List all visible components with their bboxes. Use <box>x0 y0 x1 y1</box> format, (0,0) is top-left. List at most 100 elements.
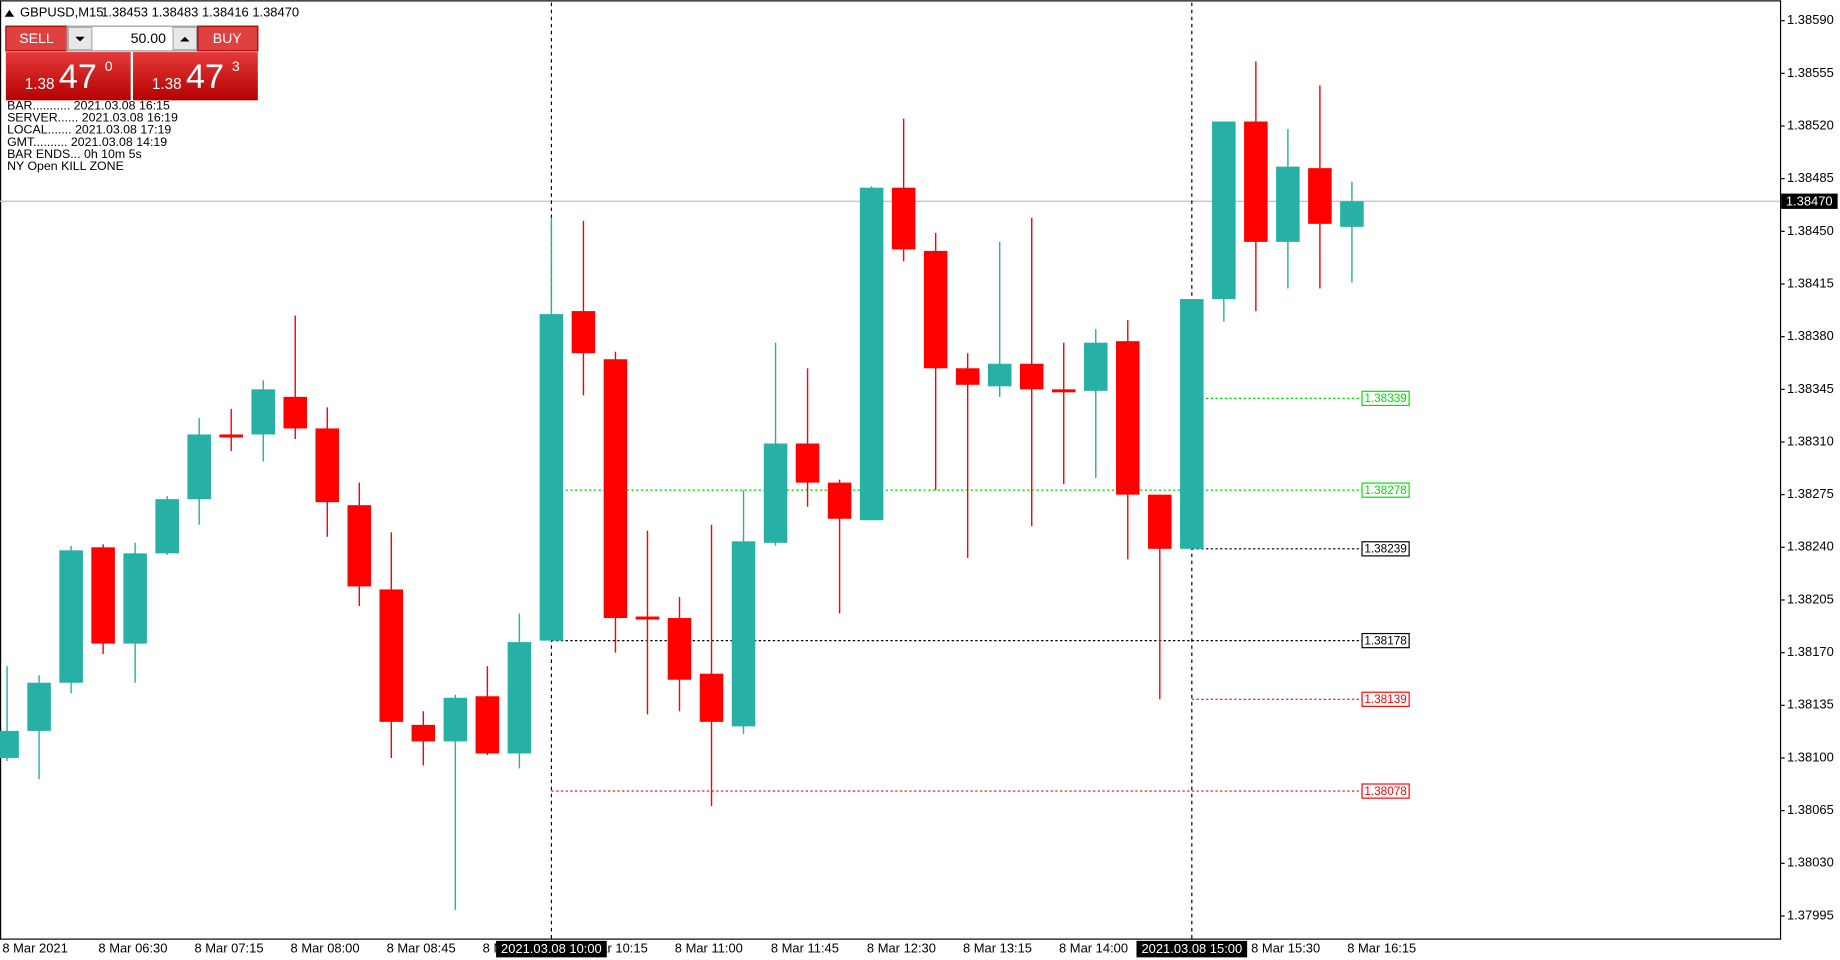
ask-box[interactable] <box>133 52 258 101</box>
level-label: 1.38078 <box>1364 785 1407 798</box>
level-label: 1.38239 <box>1364 543 1407 556</box>
lot-up-icon <box>180 36 190 42</box>
candle-body <box>411 724 436 742</box>
candle-body <box>1019 363 1044 390</box>
info-panel: BAR........... 2021.03.08 16:15SERVER...… <box>7 98 178 173</box>
bid-box[interactable] <box>5 52 131 101</box>
level-label-box <box>1361 482 1410 498</box>
session-label-box <box>496 940 607 958</box>
session-label: 2021.03.08 15:00 <box>1141 941 1242 956</box>
y-tick-label: 1.38170 <box>1787 644 1834 659</box>
quote: 1.38453 1.38483 1.38416 1.38470 <box>101 5 299 20</box>
level-label-box <box>1361 632 1410 649</box>
level-label-box <box>1361 691 1410 707</box>
info-line: BAR........... 2021.03.08 16:15 <box>7 98 170 112</box>
candle-body <box>795 443 820 483</box>
collapse-arrow[interactable] <box>4 9 15 17</box>
y-tick-label: 1.38205 <box>1787 591 1834 606</box>
y-tick-label: 1.38520 <box>1787 117 1834 132</box>
candle-body <box>1051 389 1076 393</box>
last-price-label: 1.38470 <box>1786 193 1833 208</box>
x-tick-label: 8 Mar 14:00 <box>1059 941 1128 956</box>
level-label: 1.38139 <box>1364 693 1407 706</box>
candle-body <box>187 434 211 500</box>
info-line: GMT.......... 2021.03.08 14:19 <box>7 135 167 149</box>
x-tick-label: 8 Mar 11:45 <box>771 941 839 956</box>
candle-body <box>251 389 275 435</box>
candle-body <box>1180 299 1204 549</box>
candle-body <box>507 642 532 754</box>
candle-body <box>1212 121 1236 300</box>
symbol: GBPUSD,M15 <box>20 5 103 20</box>
y-tick-label: 1.38380 <box>1787 328 1834 343</box>
x-tick-label: 8 Mar 08:00 <box>291 941 360 956</box>
candle-body <box>923 250 948 369</box>
candle-body <box>859 187 884 521</box>
candle-body <box>347 505 372 587</box>
candle-body <box>731 541 756 727</box>
candle-body <box>1244 121 1268 242</box>
candle-body <box>571 311 596 354</box>
y-tick-label: 1.38135 <box>1787 697 1834 712</box>
y-tick-label: 1.38030 <box>1787 855 1834 870</box>
level-label-box <box>1361 783 1410 799</box>
candle-body <box>59 550 83 683</box>
sell-button[interactable] <box>5 25 68 52</box>
front-layer: 1.385901.385551.385201.384851.384501.384… <box>2 12 1838 958</box>
x-tick-label: 8 Mar 07:15 <box>194 941 263 956</box>
bid-big: 1.38 <box>25 76 55 93</box>
plot-border <box>0 0 1782 940</box>
x-tick-label: 8 Mar 12:30 <box>867 941 936 956</box>
candle-body <box>1148 494 1172 549</box>
y-tick-label: 1.38240 <box>1787 539 1834 554</box>
info-line: NY Open KILL ZONE <box>7 159 124 173</box>
x-tick-label: 8 Mar 11:00 <box>675 941 743 956</box>
candle-body <box>475 696 500 754</box>
y-tick-label: 1.38310 <box>1787 433 1834 448</box>
candle-body <box>1308 168 1332 224</box>
candle-body <box>987 363 1012 387</box>
y-tick-label: 1.38450 <box>1787 223 1834 238</box>
candle-body <box>635 616 660 620</box>
y-tick-label: 1.37995 <box>1787 907 1834 922</box>
session-label-box <box>1136 940 1248 958</box>
level-label: 1.38339 <box>1364 392 1407 405</box>
candle-body <box>27 682 51 731</box>
buy-button[interactable] <box>197 25 259 52</box>
y-tick-label: 1.38345 <box>1787 381 1834 396</box>
level-label: 1.38178 <box>1364 634 1407 647</box>
x-tick-label: 8 Mar 16:15 <box>1347 941 1416 956</box>
candle-body <box>283 396 308 429</box>
x-tick-label: 8 Mar 13:15 <box>963 941 1032 956</box>
ask-pips: 47 <box>186 58 224 96</box>
last-price-box <box>1781 193 1838 209</box>
ask-point: 3 <box>232 58 240 74</box>
level-label: 1.38278 <box>1364 484 1407 497</box>
candle-body <box>763 443 788 543</box>
candle-body <box>155 499 179 554</box>
candle-body <box>1340 201 1364 227</box>
y-tick-label: 1.38590 <box>1787 12 1834 27</box>
bid-pips: 47 <box>59 58 97 96</box>
ask-big: 1.38 <box>152 76 182 93</box>
candle-body <box>91 547 115 644</box>
x-tick-label: 8 Mar 2021 <box>2 941 67 956</box>
session-label: 2021.03.08 10:00 <box>501 941 602 956</box>
candle-body <box>315 428 340 503</box>
candle-body <box>827 482 852 519</box>
candle-body <box>1116 341 1140 495</box>
candle-body <box>955 368 980 385</box>
lot-value: 50.00 <box>131 30 166 46</box>
candle-body <box>667 618 692 680</box>
candle-body <box>219 434 243 438</box>
x-tick-label: 8 Mar 15:30 <box>1251 941 1320 956</box>
candle-body <box>443 697 468 742</box>
candle-body <box>539 314 564 641</box>
candle-body <box>1276 166 1300 242</box>
y-tick-label: 1.38065 <box>1787 802 1834 817</box>
lot-down-icon <box>75 36 85 42</box>
y-tick-label: 1.38275 <box>1787 486 1834 501</box>
